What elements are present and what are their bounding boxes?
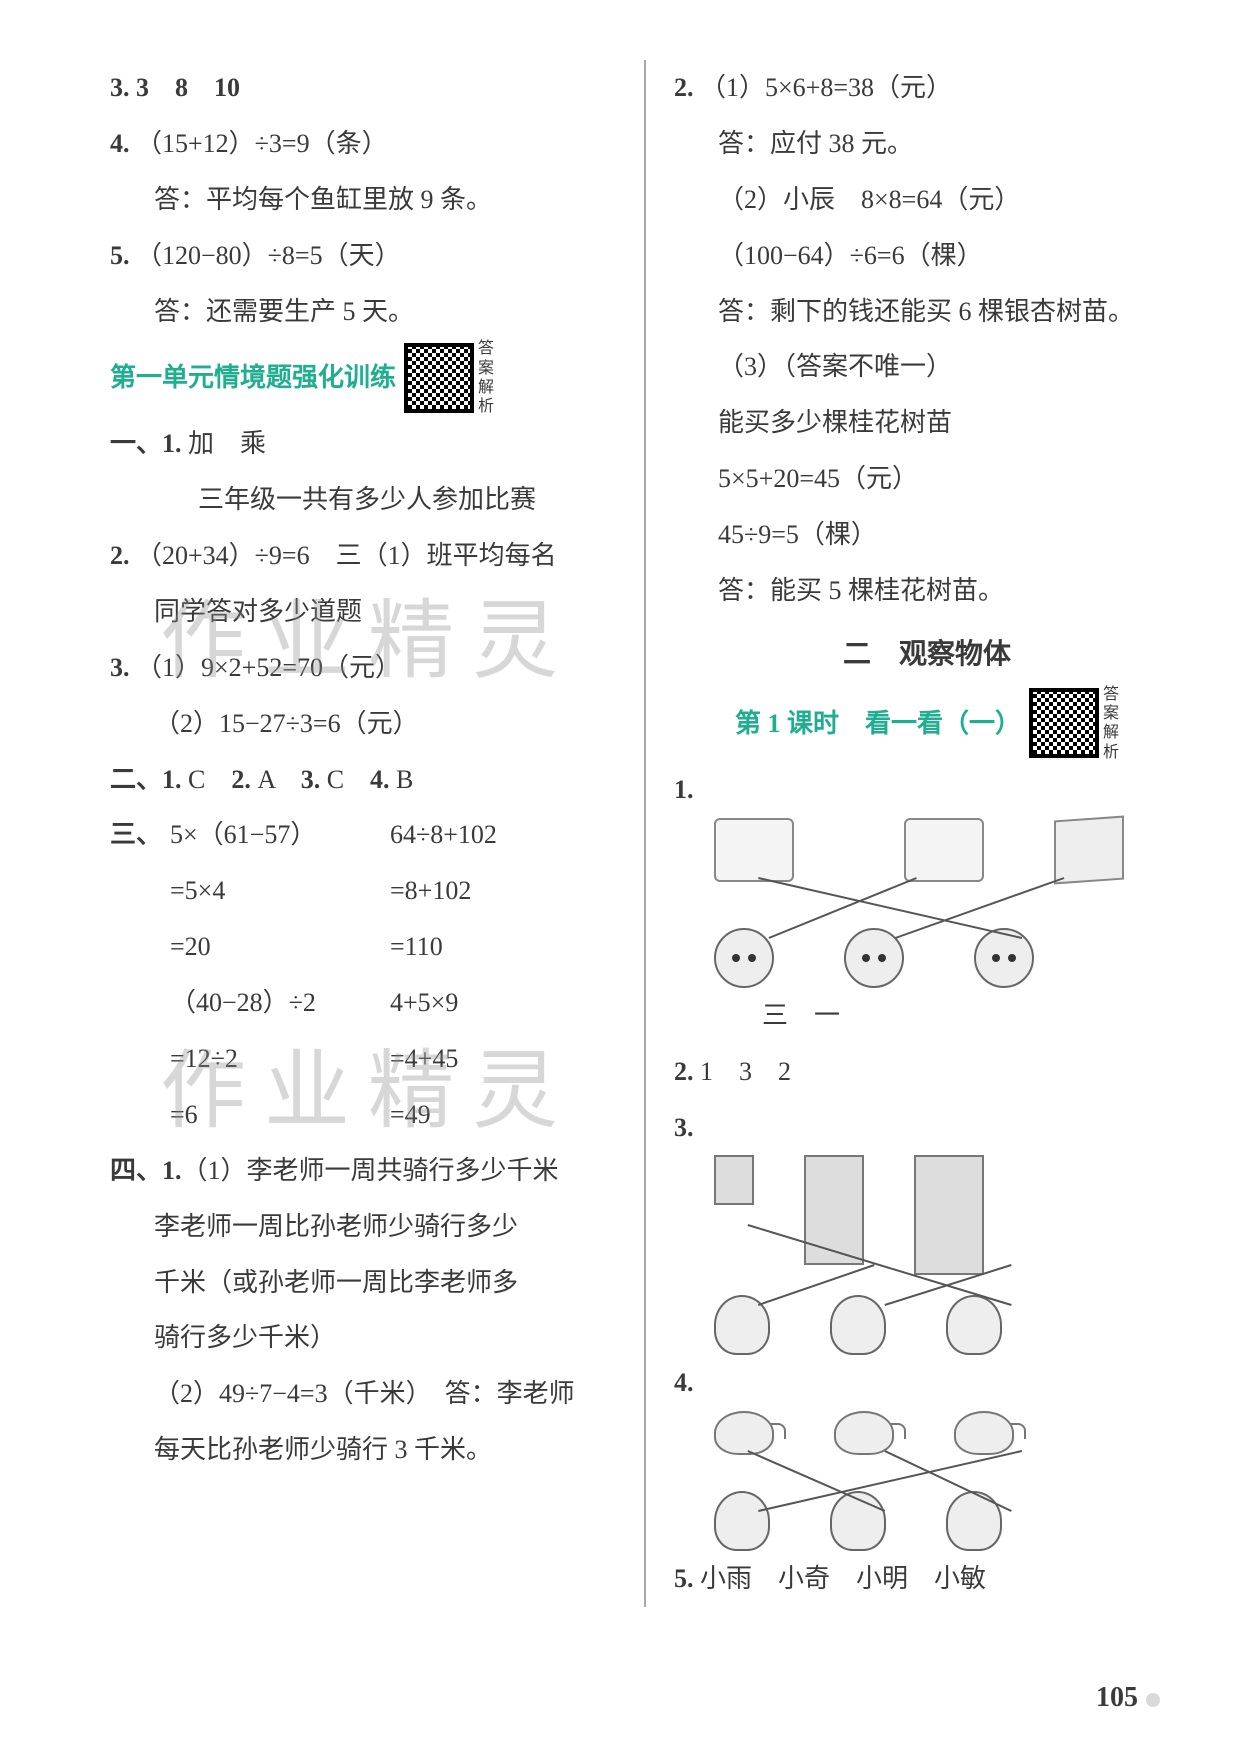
left-column: 3. 3 8 10 4. 4. （15+12）÷3=9（条）（15+12）÷3=… bbox=[110, 60, 644, 1607]
sec3-head: 三、 5×（61−57） 64÷8+102 =5×4 =8+102 =20 =1… bbox=[110, 807, 616, 1142]
unit2-title: 二 观察物体 bbox=[674, 625, 1180, 685]
fridge-large bbox=[914, 1155, 984, 1275]
r2h: 5×5+20=45（元） bbox=[674, 451, 1180, 507]
sec4-1d: 骑行多少千米） bbox=[110, 1310, 616, 1366]
child-head-2 bbox=[844, 928, 904, 988]
kid-3 bbox=[946, 1295, 1002, 1355]
qr-label-2: 答案解析 bbox=[1103, 685, 1119, 762]
teapot-3 bbox=[954, 1411, 1014, 1455]
eq-a6: =6 bbox=[170, 1087, 390, 1143]
q5: 5. 小雨 小奇 小明 小敏 bbox=[674, 1551, 1180, 1607]
eq-b2: =8+102 bbox=[390, 863, 610, 919]
kid-c bbox=[946, 1491, 1002, 1551]
child-head-3 bbox=[974, 928, 1034, 988]
kid-2 bbox=[830, 1295, 886, 1355]
lesson1-row: 第 1 课时 看一看（一） 答案解析 bbox=[674, 685, 1180, 762]
eq-a2: =5×4 bbox=[170, 863, 390, 919]
fridge-small bbox=[714, 1155, 754, 1205]
r2a: 2. （1）5×6+8=38（元） bbox=[674, 60, 1180, 116]
item-4b: 答：平均每个鱼缸里放 9 条。 bbox=[110, 172, 616, 228]
eq-b4: 4+5×9 bbox=[390, 975, 610, 1031]
child-head-1 bbox=[714, 928, 774, 988]
sec4-1e: （2）49÷7−4=3（千米） 答：李老师 bbox=[110, 1366, 616, 1422]
unit1-header-row: 第一单元情境题强化训练 答案解析 bbox=[110, 339, 616, 416]
equation-grid: 5×（61−57） 64÷8+102 =5×4 =8+102 =20 =110 … bbox=[170, 807, 610, 1142]
item-5b: 答：还需要生产 5 天。 bbox=[110, 284, 616, 340]
sec1-1a: 一、1. 加 乘 bbox=[110, 416, 616, 472]
cube-icon bbox=[1054, 815, 1124, 884]
sec1-3a: 3. （1）9×2+52=70（元） bbox=[110, 640, 616, 696]
q1-match-diagram bbox=[674, 818, 1180, 988]
r2f: （3）（答案不唯一） bbox=[674, 339, 1180, 395]
kid-a bbox=[714, 1491, 770, 1551]
r2b: 答：应付 38 元。 bbox=[674, 116, 1180, 172]
box-icon bbox=[904, 818, 984, 882]
fridge-med bbox=[804, 1155, 864, 1265]
page-dot-icon bbox=[1146, 1693, 1160, 1707]
q4-match-diagram bbox=[674, 1411, 1180, 1551]
r2c: （2）小辰 8×8=64（元） bbox=[674, 172, 1180, 228]
item-3: 3. 3 8 10 bbox=[110, 60, 616, 116]
kid-b bbox=[830, 1491, 886, 1551]
r2d: （100−64）÷6=6（棵） bbox=[674, 228, 1180, 284]
q2: 2. 1 3 2 bbox=[674, 1044, 1180, 1100]
teapot-2 bbox=[834, 1411, 894, 1455]
sec1-1b: 三年级一共有多少人参加比赛 bbox=[110, 472, 616, 528]
page-number: 105 bbox=[1096, 1682, 1160, 1714]
right-column: 2. （1）5×6+8=38（元） 答：应付 38 元。 （2）小辰 8×8=6… bbox=[646, 60, 1180, 1607]
sec1-3b: （2）15−27÷3=6（元） bbox=[110, 696, 616, 752]
r2e: 答：剩下的钱还能买 6 棵银杏树苗。 bbox=[674, 284, 1180, 340]
qr-icon bbox=[404, 343, 474, 413]
teapot-1 bbox=[714, 1411, 774, 1455]
eq-a4: （40−28）÷2 bbox=[170, 975, 390, 1031]
unit1-title: 第一单元情境题强化训练 bbox=[110, 350, 396, 406]
r2j: 答：能买 5 棵桂花树苗。 bbox=[674, 563, 1180, 619]
q1-label: 1. bbox=[674, 762, 1180, 818]
eq-a5: =12÷2 bbox=[170, 1031, 390, 1087]
eq-a3: =20 bbox=[170, 919, 390, 975]
sec4-1b: 李老师一周比孙老师少骑行多少 bbox=[110, 1199, 616, 1255]
qr-code-2[interactable]: 答案解析 bbox=[1029, 685, 1119, 762]
q3-match-diagram bbox=[674, 1155, 1180, 1355]
sec4-1a: 四、1.（1）李老师一周共骑行多少千米 bbox=[110, 1143, 616, 1199]
qr-icon bbox=[1029, 688, 1099, 758]
sec1-2a: 2. （20+34）÷9=6 三（1）班平均每名 bbox=[110, 528, 616, 584]
kid-1 bbox=[714, 1295, 770, 1355]
q3-label: 3. bbox=[674, 1100, 1180, 1156]
item-4a: 4. 4. （15+12）÷3=9（条）（15+12）÷3=9（条） bbox=[110, 116, 616, 172]
eq-b5: =4+45 bbox=[390, 1031, 610, 1087]
eq-b1: 64÷8+102 bbox=[390, 807, 610, 863]
sec1-2b: 同学答对多少道题 bbox=[110, 584, 616, 640]
sec4-1f: 每天比孙老师少骑行 3 千米。 bbox=[110, 1422, 616, 1478]
qr-code-1[interactable]: 答案解析 bbox=[404, 339, 494, 416]
eq-a1: 5×（61−57） bbox=[170, 807, 390, 863]
suitcase-icon bbox=[714, 818, 794, 882]
eq-b6: =49 bbox=[390, 1087, 610, 1143]
r2g: 能买多少棵桂花树苗 bbox=[674, 395, 1180, 451]
item-5a: 5. （120−80）÷8=5（天） bbox=[110, 228, 616, 284]
eq-b3: =110 bbox=[390, 919, 610, 975]
qr-label-1: 答案解析 bbox=[478, 339, 494, 416]
sec2: 二、1. C 2. A 3. C 4. B bbox=[110, 752, 616, 808]
lesson1-title: 第 1 课时 看一看（一） bbox=[735, 696, 1021, 752]
q4-label: 4. bbox=[674, 1355, 1180, 1411]
r2i: 45÷9=5（棵） bbox=[674, 507, 1180, 563]
sec4-1c: 千米（或孙老师一周比李老师多 bbox=[110, 1255, 616, 1311]
q1-mid: 三 一 bbox=[674, 988, 1180, 1044]
